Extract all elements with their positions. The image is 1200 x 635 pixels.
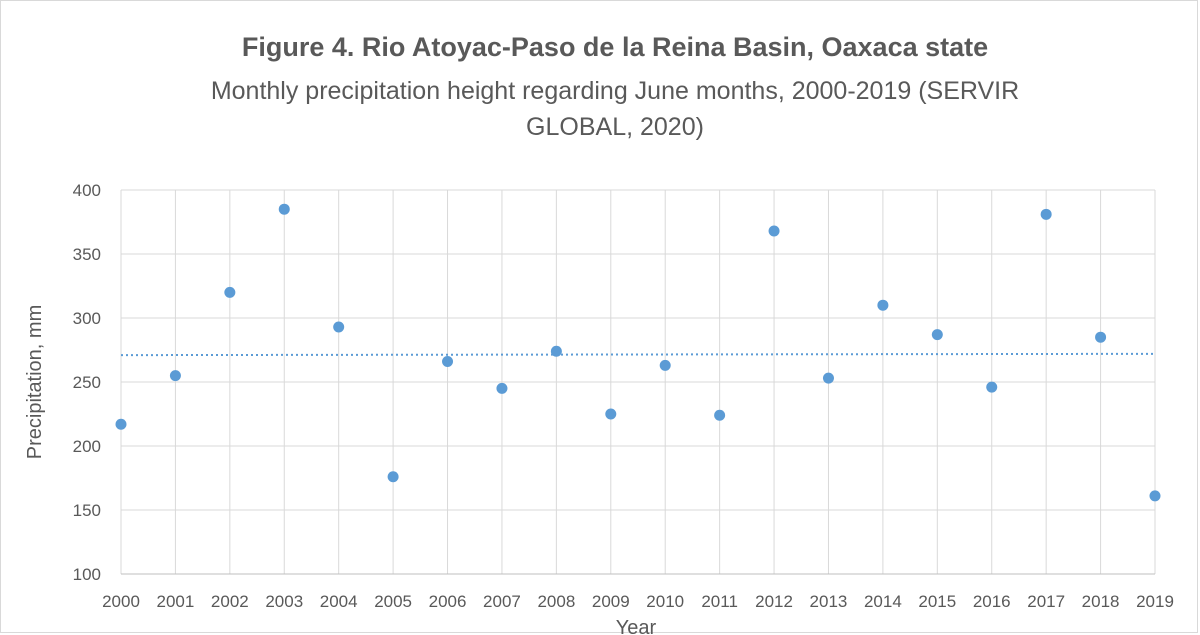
x-axis-title: Year	[616, 617, 657, 635]
trendline	[120, 352, 1156, 357]
y-tick-label: 100	[73, 565, 101, 584]
x-tick-label: 2007	[483, 592, 521, 611]
x-tick-label: 2000	[102, 592, 140, 611]
y-tick-label: 200	[73, 437, 101, 456]
chart-title: Figure 4. Rio Atoyac-Paso de la Reina Ba…	[241, 32, 989, 62]
data-point	[1040, 208, 1052, 220]
data-point	[387, 471, 399, 483]
x-tick-label: 2011	[701, 592, 738, 611]
data-point	[768, 225, 780, 237]
x-tick-label: 2010	[646, 592, 684, 611]
data-point	[550, 345, 562, 357]
x-tick-label: 2015	[918, 592, 956, 611]
y-tick-label: 250	[73, 373, 101, 392]
chart-subtitle: Monthly precipitation height regarding J…	[210, 77, 1020, 141]
tick-labels: 100 150 200 250 300 350 400 2000 2001 2002 2003 200…	[73, 181, 1174, 611]
x-tick-label: 2009	[592, 592, 630, 611]
data-point	[496, 382, 508, 394]
data-points	[115, 203, 1161, 502]
x-tick-label: 2008	[537, 592, 575, 611]
gridlines	[120, 189, 1156, 575]
data-point	[822, 372, 834, 384]
y-axis-title: Precipitation, mm	[24, 305, 46, 460]
x-tick-label: 2012	[755, 592, 793, 611]
data-point	[333, 321, 345, 333]
data-point	[1149, 490, 1161, 502]
y-tick-label: 400	[73, 181, 101, 200]
x-tick-label: 2019	[1136, 592, 1174, 611]
y-tick-label: 350	[73, 245, 101, 264]
x-tick-label: 2004	[320, 592, 358, 611]
data-point	[877, 299, 889, 311]
data-point	[931, 329, 943, 341]
data-point	[115, 418, 127, 430]
x-tick-label: 2006	[429, 592, 467, 611]
data-point	[442, 356, 454, 368]
x-tick-label: 2013	[810, 592, 848, 611]
data-point	[986, 381, 998, 393]
x-tick-label: 2014	[864, 592, 902, 611]
data-point	[714, 409, 726, 421]
data-point	[224, 286, 236, 298]
y-tick-label: 300	[73, 309, 101, 328]
x-tick-label: 2002	[211, 592, 249, 611]
x-tick-label: 2018	[1082, 592, 1120, 611]
x-tick-label: 2001	[157, 592, 195, 611]
data-point	[1095, 331, 1107, 343]
data-point	[605, 408, 617, 420]
data-point	[278, 203, 290, 215]
x-tick-label: 2003	[265, 592, 303, 611]
data-point	[169, 370, 181, 382]
y-tick-label: 150	[73, 501, 101, 520]
x-tick-label: 2005	[374, 592, 412, 611]
data-point	[659, 359, 671, 371]
x-tick-label: 2016	[973, 592, 1011, 611]
x-tick-label: 2017	[1027, 592, 1065, 611]
trendline-layer	[120, 352, 1156, 357]
